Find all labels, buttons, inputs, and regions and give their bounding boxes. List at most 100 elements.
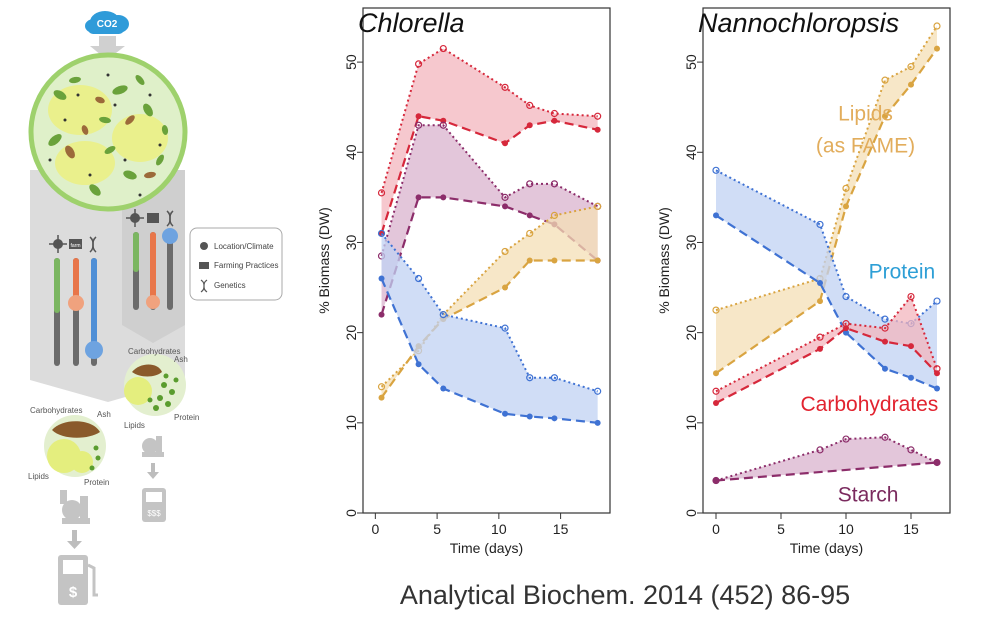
series-upper-line-protein-like <box>380 124 599 257</box>
x-tick-label: 15 <box>553 521 569 537</box>
data-point-lipids <box>594 202 602 210</box>
x-tick-label: 0 <box>712 521 720 537</box>
y-tick-label: 50 <box>683 54 699 70</box>
data-point-protein <box>713 212 719 219</box>
data-point-protein-like <box>440 194 447 201</box>
data-point-protein <box>440 385 447 392</box>
data-point-starch <box>713 477 719 484</box>
data-point-lipids <box>934 45 940 52</box>
data-point-protein-like <box>550 180 559 188</box>
farm-icon-small <box>147 213 159 223</box>
data-point-starch <box>842 435 850 443</box>
data-point-protein-like <box>414 121 423 129</box>
svg-text:farm: farm <box>71 243 81 249</box>
data-point-carbohydrates <box>908 343 914 350</box>
data-point-lipids <box>882 113 888 120</box>
series-band-lipids <box>716 26 937 374</box>
data-point-protein-like <box>502 203 509 210</box>
data-point-protein-like <box>501 193 509 201</box>
y-tick-label: 40 <box>683 144 699 160</box>
data-point-lipids <box>501 247 509 256</box>
data-point-carbohydrates <box>526 101 534 109</box>
series-upper-line-starch <box>715 436 938 482</box>
data-point-carbohydrates <box>551 117 558 124</box>
data-point-lipids <box>908 81 914 88</box>
data-point-starch <box>934 459 940 466</box>
data-point-lipids <box>843 203 849 210</box>
series-lower-line-carbohydrates <box>715 326 938 404</box>
chart-title: Chlorella <box>358 8 465 38</box>
right-sliders <box>126 209 178 310</box>
data-point-carbohydrates <box>881 324 889 332</box>
data-point-protein <box>908 374 914 381</box>
sun-icon <box>49 235 67 253</box>
right-pie-ash-label: Ash <box>174 355 188 364</box>
data-point-protein <box>550 374 559 382</box>
nannochloropsis-chart: Nannochloropsis 0 5 10 15 0 10 20 30 40 50 Time (da… <box>656 7 951 556</box>
refinery-icon-small <box>142 436 164 457</box>
data-point-protein <box>526 413 533 420</box>
data-point-lipids <box>377 383 386 391</box>
fuel-pump-icon-small: $$$ <box>142 488 166 522</box>
data-point-lipids <box>594 257 601 264</box>
y-tick-label: 50 <box>343 54 359 70</box>
co2-cloud-icon: CO2 <box>85 11 129 34</box>
data-point-protein <box>817 280 823 287</box>
series-label: Starch <box>838 483 899 506</box>
y-tick-label: 30 <box>343 234 359 250</box>
pump-small-dollar-signs: $$$ <box>147 509 161 518</box>
series-band-protein <box>381 233 598 423</box>
data-point-carbohydrates <box>712 387 720 395</box>
data-point-protein <box>551 415 558 422</box>
series-label: Lipids <box>838 103 893 126</box>
data-point-protein <box>843 329 849 336</box>
data-point-protein <box>594 387 602 395</box>
data-point-carbohydrates <box>415 113 422 120</box>
y-tick-label: 30 <box>683 234 699 250</box>
down-arrow-icon-2 <box>67 530 82 549</box>
chart-title: Nannochloropsis <box>698 8 899 38</box>
data-point-lipids <box>907 63 915 71</box>
legend-location-climate: Location/Climate <box>214 242 274 251</box>
y-tick-label: 10 <box>683 415 699 431</box>
sun-icon-small <box>126 209 144 227</box>
composition-pie-right: Carbohydrates Ash Lipids Protein <box>124 347 199 430</box>
data-point-protein-like <box>526 180 534 188</box>
co2-label: CO2 <box>97 19 118 30</box>
data-point-carbohydrates <box>550 109 559 118</box>
series-label: Carbohydrates <box>801 393 939 416</box>
data-point-lipids <box>526 229 534 238</box>
series-band-protein-like <box>381 125 598 315</box>
y-tick-label: 0 <box>683 509 699 517</box>
farming-practices-icon <box>199 262 209 269</box>
plot-frame <box>362 7 611 514</box>
series-upper-line-lipids <box>715 25 938 312</box>
data-point-lipids <box>378 394 385 401</box>
data-point-carbohydrates <box>843 325 849 332</box>
y-axis-title: % Biomass (DW) <box>656 207 672 314</box>
data-point-protein <box>415 361 422 368</box>
x-tick-label: 10 <box>838 521 854 537</box>
data-point-protein <box>594 419 601 426</box>
data-point-carbohydrates <box>377 189 386 197</box>
data-point-lipids <box>713 370 719 377</box>
x-axis-title: Time (days) <box>450 540 523 556</box>
series-upper-line-carbohydrates <box>380 47 598 194</box>
x-axis-title: Time (days) <box>790 540 863 556</box>
data-point-lipids <box>817 298 823 305</box>
x-tick-label: 10 <box>491 521 507 537</box>
algae-culture-circle <box>28 52 188 212</box>
y-tick-label: 20 <box>683 325 699 341</box>
data-point-carbohydrates <box>378 230 385 237</box>
data-point-lipids <box>842 184 850 192</box>
data-point-carbohydrates <box>414 60 423 68</box>
data-point-protein <box>934 385 940 392</box>
y-tick-label: 40 <box>343 144 359 160</box>
series-lower-line-protein <box>715 214 938 390</box>
location-climate-icon <box>200 242 208 250</box>
data-point-lipids <box>712 306 720 314</box>
data-point-protein-like <box>415 194 422 201</box>
data-point-carbohydrates <box>526 122 533 129</box>
data-point-protein <box>377 229 386 238</box>
x-tick-label: 15 <box>903 521 919 537</box>
